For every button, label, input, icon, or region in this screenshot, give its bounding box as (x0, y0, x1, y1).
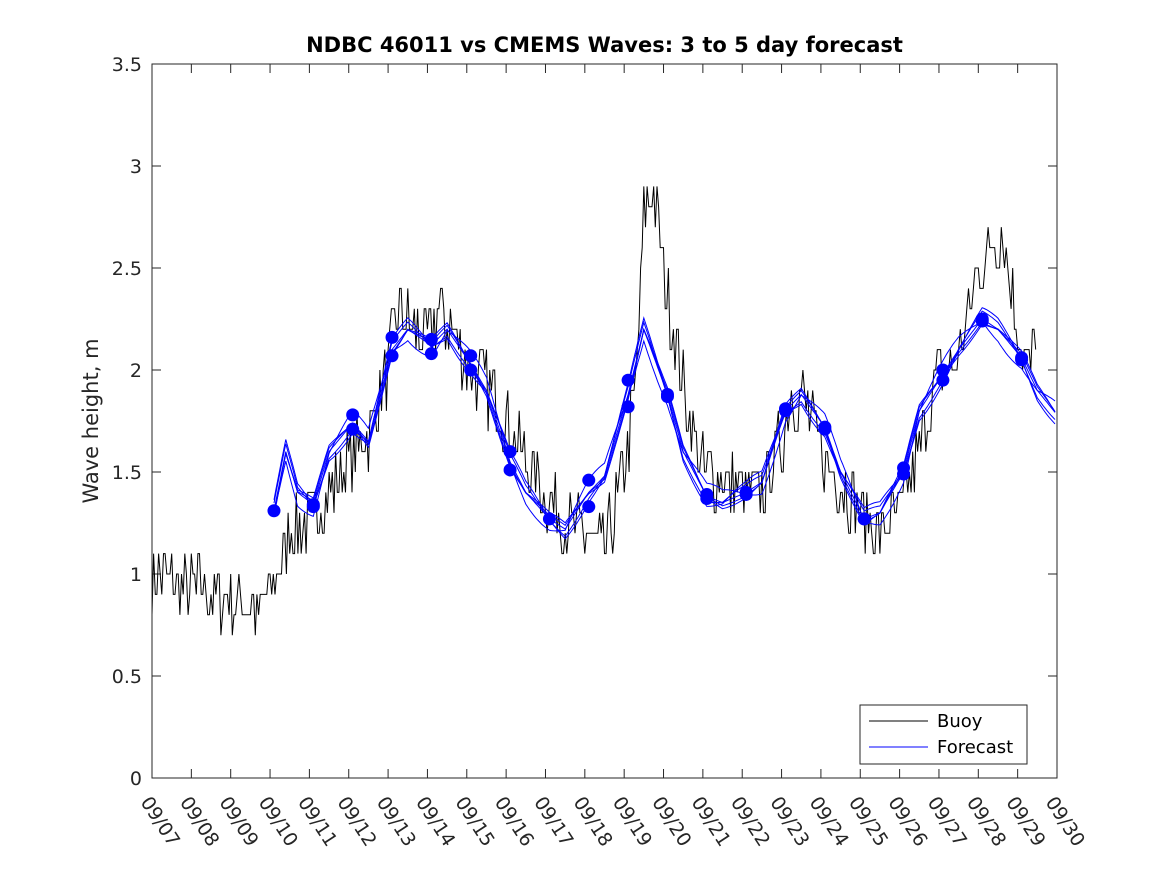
x-tick-label: 09/22 (726, 793, 774, 851)
x-tick-label: 09/15 (451, 793, 499, 851)
forecast-point (779, 404, 792, 418)
y-tick-label: 2 (130, 360, 142, 382)
y-tick-labels: 0 0.5 1 1.5 2 2.5 3 3.5 (112, 54, 142, 790)
forecast-series (273, 307, 1056, 540)
plot-area (152, 64, 1057, 778)
y-axis-label: Wave height, m (79, 338, 103, 503)
forecast-point (621, 373, 635, 387)
forecast-point (975, 314, 989, 328)
forecast-point (385, 330, 399, 344)
forecast-point (306, 500, 320, 514)
forecast-point (503, 445, 517, 459)
x-tick-label: 09/14 (411, 793, 459, 851)
forecast-point (936, 363, 950, 377)
forecast-point (464, 363, 478, 377)
legend-buoy-label: Buoy (937, 711, 983, 732)
buoy-series (151, 186, 1037, 636)
plot-frame (151, 63, 1058, 779)
x-tick-label: 09/30 (1041, 793, 1089, 851)
forecast-points (267, 312, 1029, 526)
legend-forecast-label: Forecast (937, 737, 1013, 758)
x-tick-label: 09/23 (765, 793, 813, 851)
forecast-point (936, 373, 950, 387)
x-tick-label: 09/11 (293, 793, 341, 851)
y-tick-label: 3.5 (112, 54, 142, 76)
forecast-line (273, 307, 1056, 540)
forecast-point (818, 422, 832, 436)
forecast-point (1015, 353, 1029, 367)
forecast-point (503, 463, 517, 477)
y-tick-label: 1.5 (112, 462, 142, 484)
forecast-point (582, 500, 596, 514)
y-tick-label: 0 (130, 768, 142, 790)
x-tick-label: 09/19 (608, 793, 656, 851)
legend: Buoy Forecast (859, 704, 1028, 765)
forecast-point (582, 473, 596, 487)
x-tick-label: 09/07 (136, 793, 184, 851)
x-tick-label: 09/27 (923, 793, 971, 851)
x-tick-label: 09/10 (254, 793, 302, 851)
forecast-line (273, 321, 1056, 527)
forecast-point (897, 467, 911, 481)
x-tick-label: 09/16 (490, 793, 538, 851)
x-tick-label: 09/29 (1001, 793, 1049, 851)
forecast-point (346, 422, 360, 436)
x-tick-label: 09/18 (569, 793, 617, 851)
y-tick-label: 0.5 (112, 666, 142, 688)
legend-box (859, 704, 1028, 765)
x-tick-label: 09/26 (883, 793, 931, 851)
forecast-point (739, 487, 753, 501)
forecast-point (857, 512, 871, 526)
x-tick-label: 09/12 (333, 793, 381, 851)
x-tick-label: 09/25 (844, 793, 892, 851)
y-tick-label: 2.5 (112, 258, 142, 280)
x-tick-label: 09/17 (529, 793, 577, 851)
forecast-point (424, 347, 438, 361)
x-tick-label: 09/20 (647, 793, 695, 851)
x-tick-label: 09/08 (175, 793, 223, 851)
axis-ticks (151, 63, 1058, 779)
x-tick-label: 09/09 (215, 793, 263, 851)
forecast-point (621, 400, 635, 414)
buoy-line (151, 186, 1037, 636)
forecast-point (700, 492, 714, 506)
forecast-point (346, 408, 360, 422)
forecast-point (464, 349, 478, 363)
x-tick-label: 09/28 (962, 793, 1010, 851)
forecast-point (267, 504, 281, 518)
forecast-point (385, 349, 399, 363)
y-tick-label: 1 (130, 564, 142, 586)
x-tick-label: 09/24 (805, 793, 853, 851)
x-tick-label: 09/21 (687, 793, 735, 851)
x-tick-labels: 09/0709/0809/0909/1009/1109/1209/1309/14… (136, 793, 1089, 851)
forecast-point (660, 390, 674, 404)
forecast-point (542, 512, 556, 526)
forecast-point (424, 332, 438, 346)
x-tick-label: 09/13 (372, 793, 420, 851)
y-tick-label: 3 (130, 156, 142, 178)
chart-title: NDBC 46011 vs CMEMS Waves: 3 to 5 day fo… (306, 33, 903, 57)
